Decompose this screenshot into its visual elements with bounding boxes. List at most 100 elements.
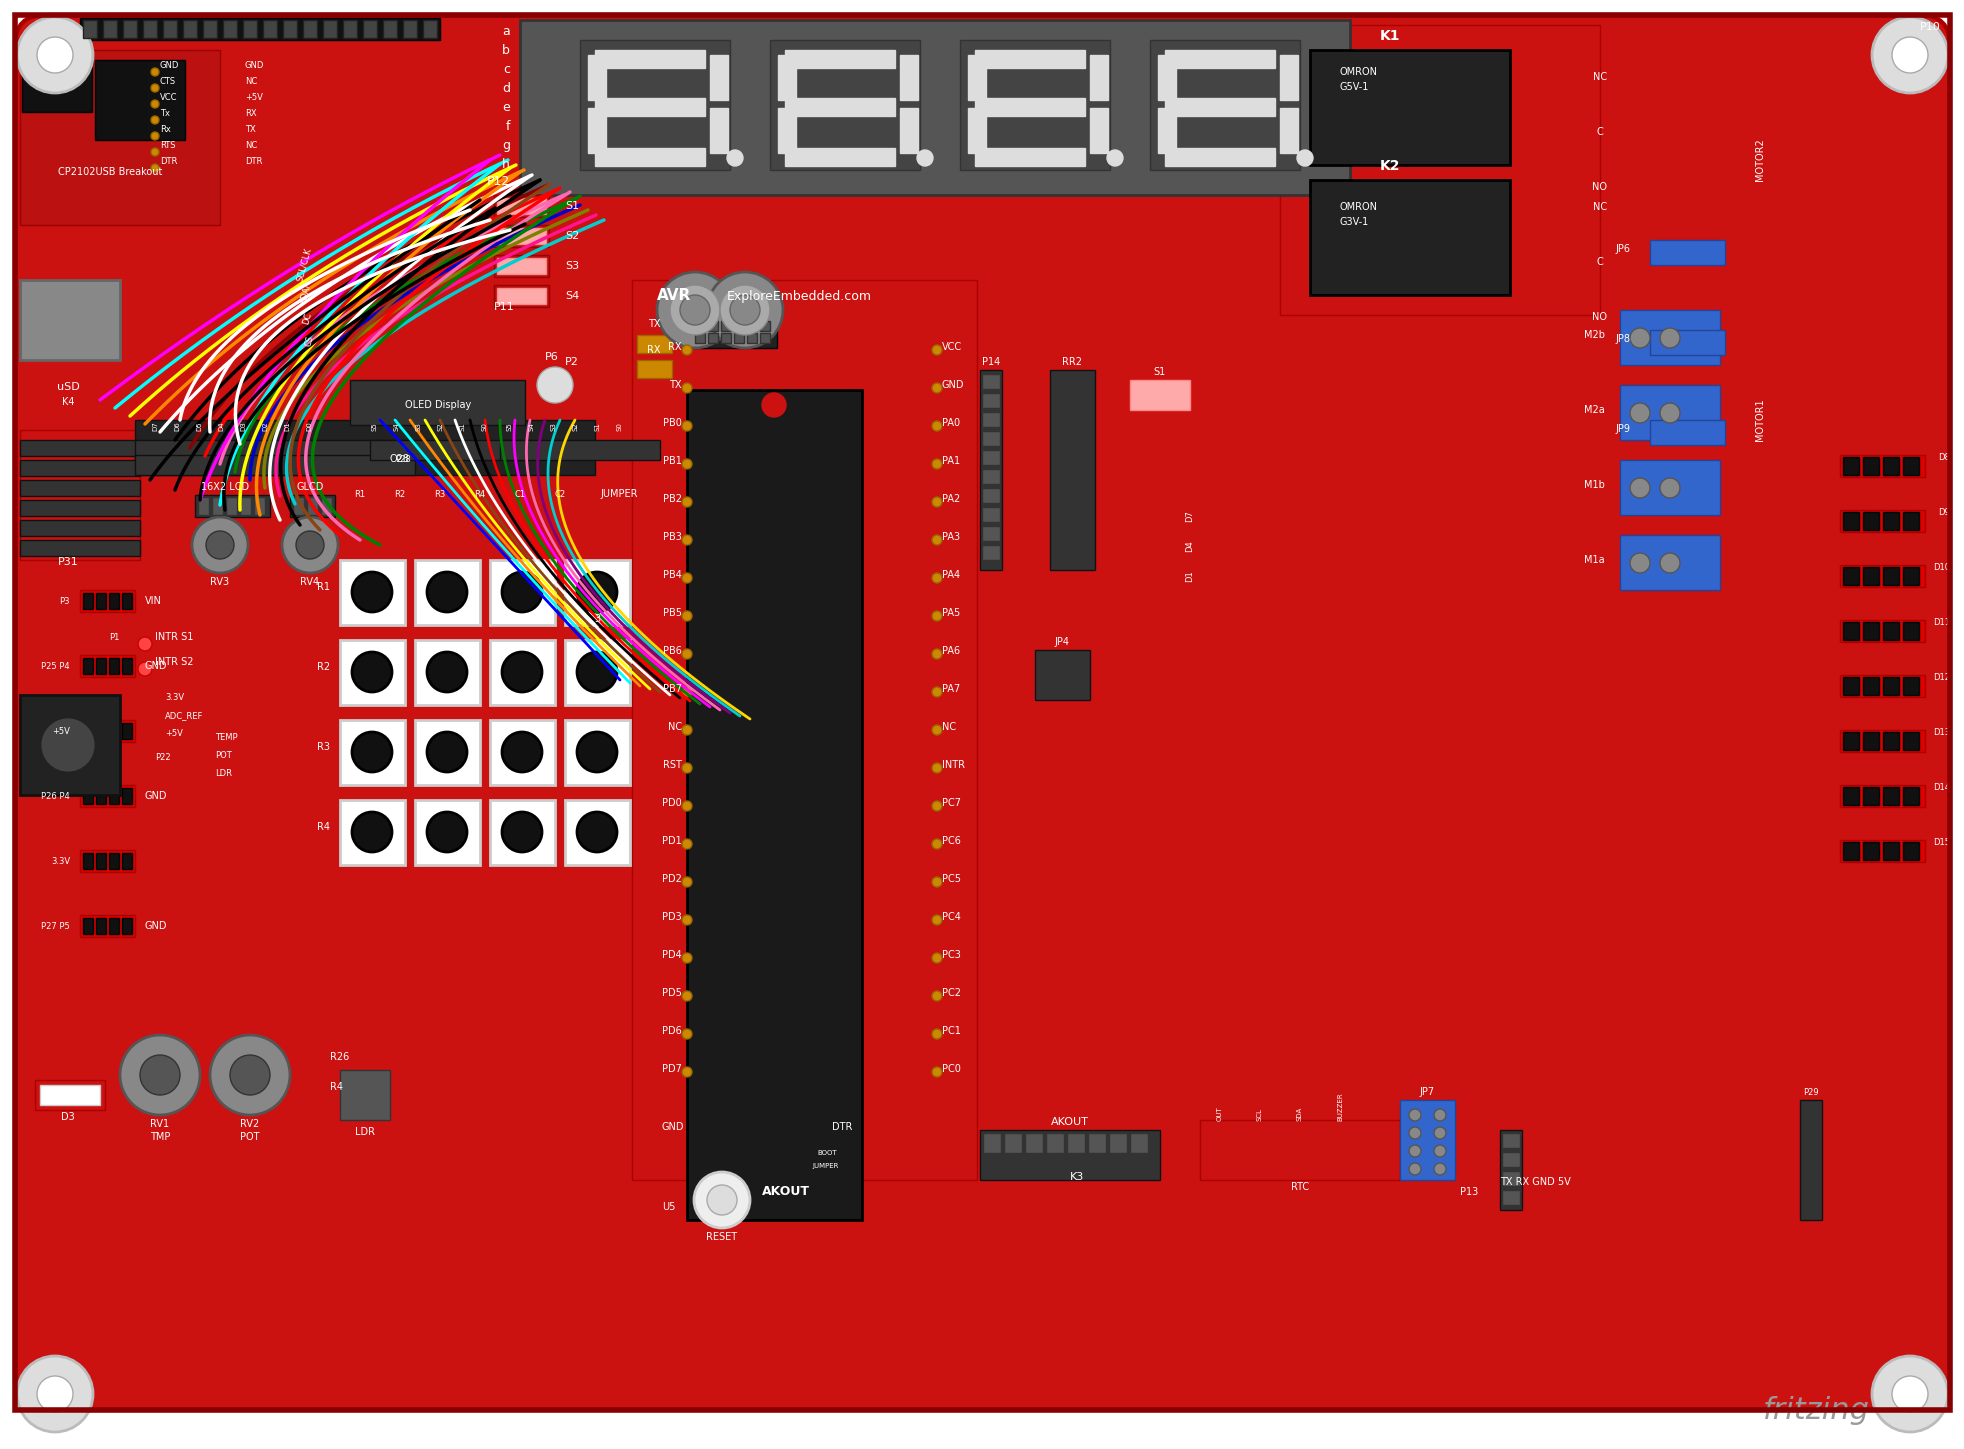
Bar [1310,180,1508,296]
Bar [20,480,139,496]
Text: OMRON: OMRON [1339,67,1377,77]
Circle shape [1660,403,1679,423]
Bar [493,255,548,277]
Text: DTR: DTR [159,156,177,167]
Bar [735,333,744,343]
Bar [1838,620,1925,642]
Bar [122,788,132,804]
Text: D0: D0 [306,422,312,430]
Bar [20,540,139,556]
Text: PD3: PD3 [662,911,682,922]
Bar [81,720,136,742]
Text: C: C [1597,128,1603,138]
Bar [968,109,986,154]
Bar [350,380,524,425]
Text: PA4: PA4 [941,569,960,580]
Bar [982,412,1000,427]
Text: P25 P4: P25 P4 [41,662,71,671]
Circle shape [151,84,159,91]
Text: P26 P4: P26 P4 [41,791,71,800]
Bar [414,640,479,706]
Bar [1882,842,1897,861]
Circle shape [206,530,234,559]
Bar [587,55,605,100]
Circle shape [682,764,691,772]
Circle shape [1660,478,1679,498]
Text: D10: D10 [1933,564,1948,572]
Circle shape [931,877,941,887]
Text: R1: R1 [354,490,365,498]
Text: RX: RX [246,109,257,117]
Bar [253,497,265,514]
Text: D: D [444,853,450,864]
Bar [974,51,1084,68]
Bar [136,420,595,475]
Text: D6: D6 [175,422,181,430]
Circle shape [120,1035,200,1114]
Bar [566,720,630,785]
Bar [784,148,894,167]
Text: 9: 9 [444,774,450,784]
Bar [1088,1133,1106,1153]
Text: C: C [1597,256,1603,267]
Circle shape [1872,17,1946,93]
Text: PD7: PD7 [662,1064,682,1074]
Circle shape [37,38,73,72]
Text: TEMP: TEMP [214,733,238,742]
Circle shape [682,914,691,924]
Circle shape [230,1055,269,1095]
Circle shape [931,914,941,924]
Bar [595,51,705,68]
Text: JP9: JP9 [1614,425,1630,435]
Circle shape [931,1029,941,1039]
Circle shape [18,17,92,93]
Bar [1035,651,1090,700]
Text: P22: P22 [155,753,171,762]
Bar [982,526,1000,540]
Circle shape [917,151,933,167]
Circle shape [1408,1164,1420,1175]
Circle shape [931,422,941,430]
Text: 3.3V: 3.3V [51,856,71,865]
Text: ExploreEmbedded.com: ExploreEmbedded.com [727,290,872,303]
Bar [493,285,548,307]
Bar [340,800,405,865]
Text: c: c [503,62,511,75]
Circle shape [707,272,782,348]
Bar [982,1133,1000,1153]
Bar [340,1069,389,1120]
Text: PD0: PD0 [662,798,682,809]
Text: D3: D3 [61,1111,75,1122]
Bar [1499,1130,1522,1210]
Bar [1618,310,1718,365]
Bar [982,430,1000,446]
Text: MOTOR2: MOTOR2 [1754,139,1764,181]
Text: NC: NC [941,722,956,732]
Bar [1842,842,1858,861]
Bar [108,723,120,739]
Text: R1: R1 [316,582,330,593]
Bar [143,20,157,38]
Bar [1901,622,1919,640]
Circle shape [352,732,391,772]
Text: S3: S3 [566,261,579,271]
Bar [82,919,92,935]
Bar [1500,1190,1520,1206]
Text: +5V: +5V [165,729,183,738]
Circle shape [151,116,159,125]
Bar [96,723,106,739]
Text: JP7: JP7 [1418,1087,1434,1097]
Bar [1090,109,1108,154]
Text: MOTOR1: MOTOR1 [1754,398,1764,442]
Bar [497,227,546,243]
Bar [1129,380,1190,410]
Text: B: B [593,774,601,784]
Bar [414,800,479,865]
Text: g: g [501,139,511,152]
Text: PB6: PB6 [662,646,682,656]
Bar [1157,109,1174,154]
Bar [35,1080,104,1110]
Bar [1618,385,1718,440]
Text: P27 P5: P27 P5 [41,922,71,930]
Bar [340,640,405,706]
